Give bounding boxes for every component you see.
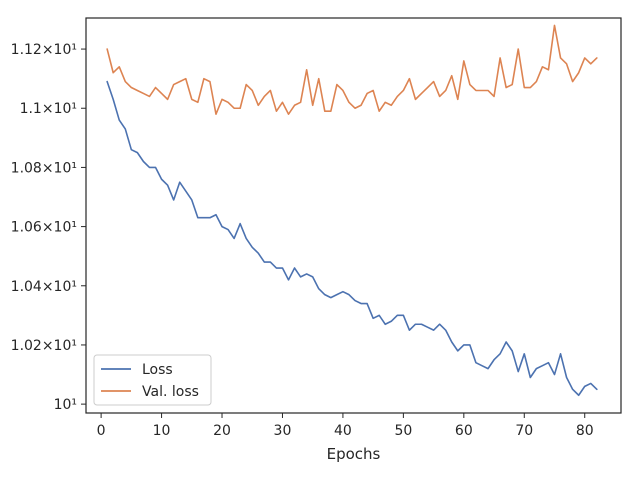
x-tick-label: 70 bbox=[515, 423, 533, 439]
legend: Loss Val. loss bbox=[93, 354, 212, 406]
series-layer bbox=[106, 24, 598, 397]
plot-frame bbox=[85, 17, 622, 414]
x-tick-label: 10 bbox=[153, 423, 171, 439]
x-tick-label: 80 bbox=[576, 423, 594, 439]
x-tick-label: 60 bbox=[455, 423, 473, 439]
y-tick-label: 1.06×10¹ bbox=[11, 220, 77, 236]
y-axis: 10¹ 1.02×10¹ 1.04×10¹ 1.06×10¹ 1.08×10¹ 1.1×1… bbox=[11, 42, 86, 413]
y-tick-label: 10¹ bbox=[54, 397, 77, 413]
legend-label-val-loss: Val. loss bbox=[142, 384, 199, 400]
x-tick-label: 0 bbox=[97, 423, 106, 439]
y-tick-label: 1.04×10¹ bbox=[11, 279, 77, 295]
legend-box bbox=[93, 354, 212, 406]
y-tick-label: 1.12×10¹ bbox=[11, 42, 77, 58]
legend-label-loss: Loss bbox=[142, 362, 173, 378]
y-tick-label: 1.08×10¹ bbox=[11, 160, 77, 176]
series-line-val-loss bbox=[106, 24, 598, 115]
series-line-loss bbox=[106, 80, 598, 397]
x-tick-label: 30 bbox=[274, 423, 292, 439]
plot-area bbox=[86, 18, 621, 413]
y-tick-label: 1.1×10¹ bbox=[20, 101, 77, 117]
x-axis-label: Epochs bbox=[327, 445, 381, 463]
x-tick-label: 50 bbox=[394, 423, 412, 439]
y-tick-label: 1.02×10¹ bbox=[11, 338, 77, 354]
x-tick-label: 40 bbox=[334, 423, 352, 439]
x-tick-label: 20 bbox=[213, 423, 231, 439]
x-axis: 0 10 20 30 40 50 60 70 80 bbox=[97, 413, 594, 439]
